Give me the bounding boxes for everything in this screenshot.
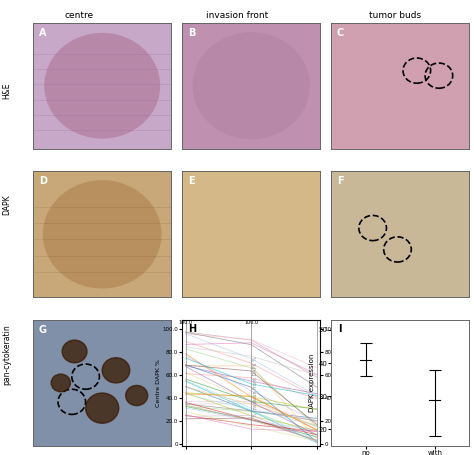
Text: pan-cytokeratin: pan-cytokeratin [2, 324, 11, 385]
Circle shape [126, 385, 148, 405]
Circle shape [51, 374, 71, 392]
Text: I: I [338, 324, 342, 334]
Text: F: F [337, 177, 343, 187]
Text: D: D [39, 177, 47, 187]
Text: C: C [337, 28, 344, 38]
Text: 100.0: 100.0 [244, 319, 258, 324]
Circle shape [43, 180, 162, 288]
Y-axis label: Centre DAPK %: Centre DAPK % [156, 359, 161, 407]
Circle shape [44, 33, 160, 139]
Text: invasion front: invasion front [206, 11, 268, 20]
Text: B: B [188, 28, 195, 38]
Ellipse shape [192, 32, 310, 139]
Circle shape [62, 340, 87, 363]
Circle shape [102, 358, 130, 383]
Text: 100.0: 100.0 [179, 319, 192, 324]
Text: H: H [188, 324, 196, 334]
Text: centre: centre [64, 11, 93, 20]
Text: A: A [39, 28, 46, 38]
Text: G: G [39, 325, 47, 335]
Circle shape [86, 393, 119, 423]
Text: H&E: H&E [2, 83, 11, 99]
Y-axis label: Tumour buds DAPK %: Tumour buds DAPK % [337, 349, 343, 417]
Text: % Invasion front DAPK %: % Invasion front DAPK % [253, 356, 257, 417]
Text: tumor buds: tumor buds [369, 11, 421, 20]
Y-axis label: DAPK expression: DAPK expression [310, 354, 315, 412]
Text: DAPK: DAPK [2, 194, 11, 215]
Text: E: E [188, 177, 194, 187]
